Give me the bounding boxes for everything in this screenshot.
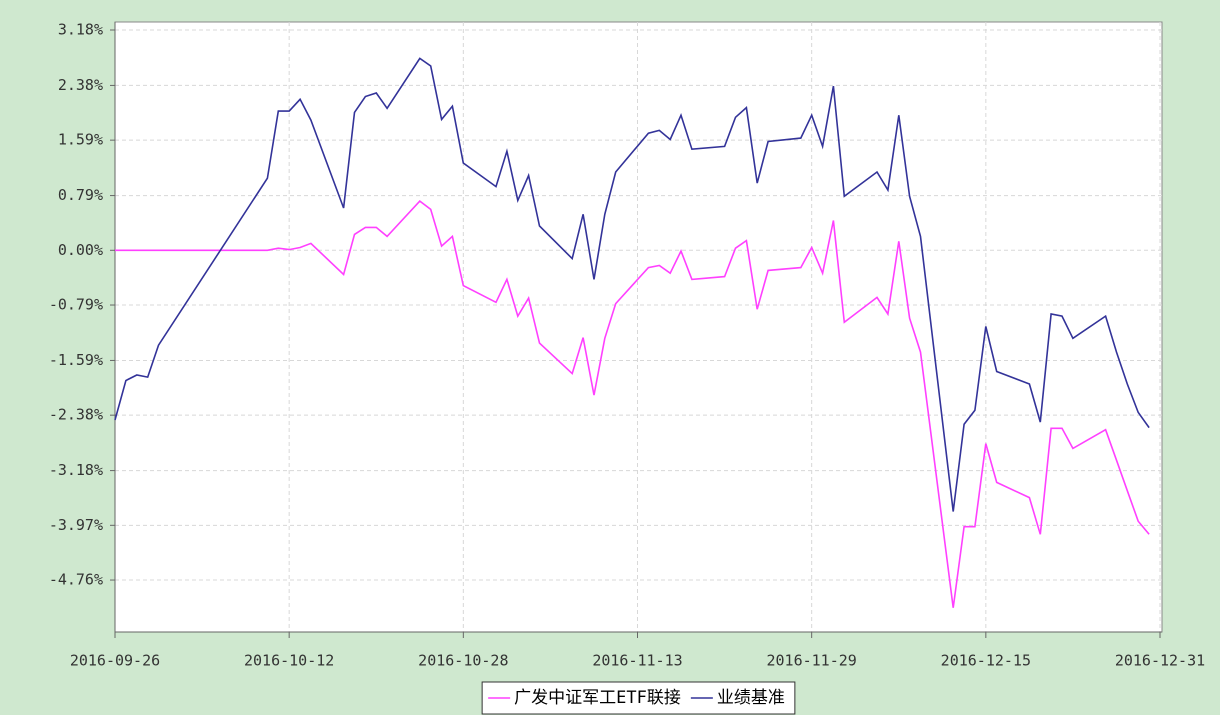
- x-tick-label: 2016-10-12: [244, 652, 334, 670]
- series-line: [114, 57, 1150, 512]
- legend-box: [481, 681, 796, 715]
- y-tick-label: 0.79%: [58, 186, 103, 204]
- y-tick-label: -0.79%: [49, 296, 103, 314]
- series-line: [115, 200, 1150, 608]
- y-tick-label: -1.59%: [49, 351, 103, 369]
- y-tick-label: -3.18%: [49, 461, 103, 479]
- x-tick-label: 2016-11-29: [767, 652, 857, 670]
- legend: 广发中证军工ETF联接 业绩基准: [481, 681, 796, 715]
- legend-label: 业绩基准: [717, 688, 785, 708]
- plot-area: [114, 21, 1163, 633]
- x-tick-label: 2016-12-15: [941, 652, 1031, 670]
- y-tick-label: -3.97%: [49, 516, 103, 534]
- y-tick-label: -2.38%: [49, 406, 103, 424]
- y-tick-label: 3.18%: [58, 21, 103, 39]
- x-tick-label: 2016-10-28: [418, 652, 508, 670]
- x-tick-label: 2016-11-13: [592, 652, 682, 670]
- y-tick-label: 0.00%: [58, 241, 103, 259]
- y-tick-label: 2.38%: [58, 76, 103, 94]
- x-tick-label: 2016-12-31: [1115, 652, 1205, 670]
- y-tick-label: -4.76%: [49, 571, 103, 589]
- legend-label: 广发中证军工ETF联接: [514, 688, 681, 708]
- y-tick-label: 1.59%: [58, 131, 103, 149]
- x-tick-label: 2016-09-26: [70, 652, 160, 670]
